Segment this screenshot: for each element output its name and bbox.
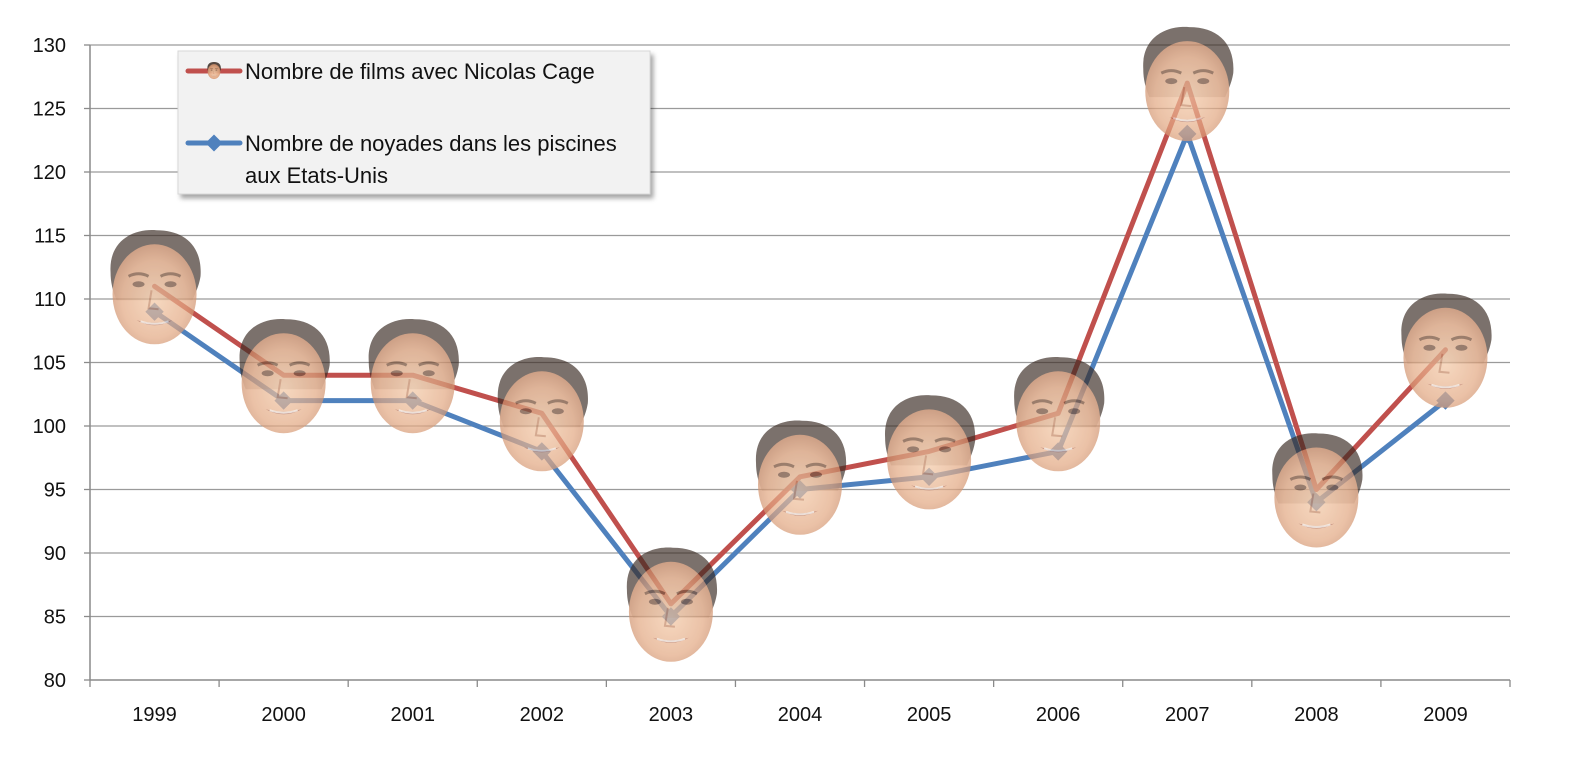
legend-label-series-2-line-2: aux Etats-Unis: [245, 163, 388, 188]
x-tick-label: 2000: [261, 704, 306, 726]
y-tick-label: 115: [34, 226, 66, 248]
data-point-face: [108, 228, 203, 346]
x-tick-label: 2002: [520, 704, 565, 726]
data-point-face: [238, 317, 332, 435]
y-tick-label: 130: [33, 35, 66, 57]
x-tick-label: 1999: [132, 704, 177, 726]
data-point-face: [1270, 431, 1365, 549]
face-icon: [754, 419, 848, 537]
data-point-face: [883, 393, 977, 511]
face-icon: [883, 393, 977, 511]
y-tick-label: 85: [44, 607, 66, 629]
data-point-face: [496, 355, 590, 473]
y-tick-label: 110: [34, 289, 66, 311]
data-point-face: [754, 419, 848, 537]
legend-label-series-1: Nombre de films avec Nicolas Cage: [245, 59, 595, 84]
face-icon: [1270, 431, 1365, 549]
axes: 80 85 90 95 100 105 110 115 120 125 130 1999 2000 200…: [33, 35, 1511, 726]
x-tick-label: 2008: [1294, 704, 1339, 726]
y-tick-label: 90: [44, 543, 66, 565]
y-tick-label: 105: [33, 353, 66, 375]
x-tick-label: 2004: [778, 704, 823, 726]
face-icon: [1141, 25, 1235, 143]
grid-lines: [90, 44, 1510, 618]
face-icon: [238, 317, 332, 435]
data-point-face: [625, 546, 719, 664]
legend-content: Nombre de films avec Nicolas Cage Nombre…: [185, 59, 623, 188]
y-tick-label: 120: [33, 162, 66, 184]
face-icon: [1399, 292, 1494, 410]
x-tick-label: 2007: [1165, 704, 1210, 726]
x-tick-label: 2001: [390, 704, 435, 726]
x-tick-label: 2003: [649, 704, 694, 726]
y-tick-label: 100: [33, 416, 66, 438]
face-icon: [1012, 355, 1106, 473]
data-point-face: [1399, 292, 1494, 410]
y-tick-label: 80: [44, 670, 66, 692]
x-tick-label: 2005: [907, 704, 952, 726]
legend: [177, 50, 651, 195]
y-tick-label: 95: [44, 480, 66, 502]
legend-label-series-2: Nombre de noyades dans les piscines aux …: [245, 131, 623, 188]
legend-diamond-icon: [205, 134, 223, 152]
legend-label-series-2-line-1: Nombre de noyades dans les piscines: [245, 131, 617, 156]
face-icon: [496, 355, 590, 473]
y-tick-label: 125: [33, 99, 66, 121]
data-point-face: [1141, 25, 1235, 143]
data-point-face: [1012, 355, 1106, 473]
face-icon: [625, 546, 719, 664]
x-tick-label: 2006: [1036, 704, 1081, 726]
face-icon: [108, 228, 203, 346]
x-tick-label: 2009: [1423, 704, 1468, 726]
markers: [108, 25, 1494, 664]
